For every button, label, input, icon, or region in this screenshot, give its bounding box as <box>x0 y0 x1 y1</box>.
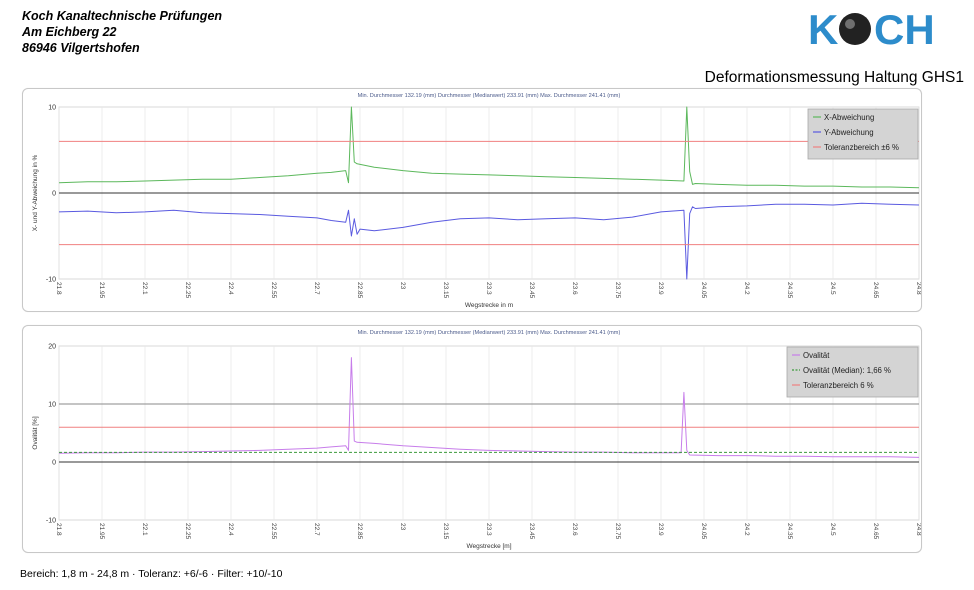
logo-letter-k: K <box>808 8 838 48</box>
y-tick-label: 0 <box>52 191 56 198</box>
x-tick-label: 21.95 <box>98 282 105 299</box>
x-tick-label: 23.45 <box>528 523 535 540</box>
company-city: 86946 Vilgertshofen <box>22 41 140 55</box>
deviation-chart: Min. Durchmesser 132.19 (mm) Durchmesser… <box>32 93 921 309</box>
x-tick-label: 22.85 <box>356 523 363 540</box>
legend-box <box>786 346 919 398</box>
legend-entry: Ovalität <box>803 351 830 360</box>
x-tick-label: 24.35 <box>786 523 793 540</box>
x-axis-label: Wegstrecke [m] <box>466 543 511 550</box>
x-tick-label: 23.75 <box>614 523 621 540</box>
x-tick-label: 23.9 <box>657 523 664 536</box>
y-tick-label: -10 <box>46 518 56 525</box>
company-street: Am Eichberg 22 <box>22 25 117 39</box>
x-tick-label: 24.65 <box>872 282 879 299</box>
chart-header: Min. Durchmesser 132.19 (mm) Durchmesser… <box>358 330 621 336</box>
x-tick-label: 21.95 <box>98 523 105 540</box>
company-name: Koch Kanaltechnische Prüfungen <box>22 9 223 23</box>
x-tick-label: 22.7 <box>313 523 320 536</box>
x-tick-label: 23.75 <box>614 282 621 299</box>
x-tick-label: 24.2 <box>743 282 750 295</box>
logo-ball-icon <box>839 13 871 45</box>
x-tick-label: 24.05 <box>700 523 707 540</box>
company-address: Koch Kanaltechnische Prüfungen Am Eichbe… <box>22 8 222 56</box>
x-tick-label: 22.7 <box>313 282 320 295</box>
y-tick-label: 20 <box>48 344 56 351</box>
x-tick-label: 23.15 <box>442 523 449 540</box>
legend-box <box>807 108 919 160</box>
x-tick-label: 24.35 <box>786 282 793 299</box>
chart-legend: Ovalität Ovalität (Median): 1,66 % Toleran… <box>786 346 919 398</box>
y-axis-label: X- und Y-Abweichung in % <box>32 154 39 231</box>
x-tick-label: 22.4 <box>227 282 234 295</box>
x-tick-label: 21.8 <box>55 523 62 536</box>
series-y-abweichung-line <box>58 202 920 280</box>
x-tick-label: 22.55 <box>270 523 277 540</box>
y-axis-label: Ovalität [%] <box>32 416 39 449</box>
legend-entry: X-Abweichung <box>824 113 874 122</box>
legend-entry: Toleranzbereich 6 % <box>803 381 874 390</box>
x-tick-label: 22.1 <box>141 282 148 295</box>
x-axis-label: Wegstrecke in m <box>465 302 513 309</box>
legend-entry: Toleranzbereich ±6 % <box>824 143 899 152</box>
footer-info: Bereich: 1,8 m - 24,8 m · Toleranz: +6/-… <box>20 568 283 580</box>
x-tick-label: 23.6 <box>571 523 578 536</box>
x-tick-label: 21.8 <box>55 282 62 295</box>
y-tick-label: 10 <box>48 402 56 409</box>
ovality-chart-panel: Min. Durchmesser 132.19 (mm) Durchmesser… <box>22 325 922 553</box>
x-tick-label: 23.6 <box>571 282 578 295</box>
legend-entry: Y-Abweichung <box>824 128 874 137</box>
x-tick-label: 24.8 <box>915 282 921 295</box>
ovality-chart: Min. Durchmesser 132.19 (mm) Durchmesser… <box>32 330 921 550</box>
x-tick-label: 22.25 <box>184 523 191 540</box>
x-tick-label: 22.55 <box>270 282 277 299</box>
series-x-abweichung-line <box>58 106 920 189</box>
y-tick-label: 0 <box>52 460 56 467</box>
chart-legend: X-Abweichung Y-Abweichung Toleranzbereich … <box>807 108 919 160</box>
x-tick-label: 23.9 <box>657 282 664 295</box>
x-tick-label: 23 <box>399 282 406 290</box>
x-tick-label: 23.3 <box>485 523 492 536</box>
koch-logo: K CH <box>808 8 935 48</box>
x-tick-label: 24.5 <box>829 523 836 536</box>
x-tick-label: 22.25 <box>184 282 191 299</box>
x-tick-label: 24.8 <box>915 523 921 536</box>
x-tick-label: 23 <box>399 523 406 531</box>
chart-header: Min. Durchmesser 132.19 (mm) Durchmesser… <box>358 93 621 99</box>
x-tick-label: 22.85 <box>356 282 363 299</box>
y-tick-label: 10 <box>48 105 56 112</box>
x-tick-label: 24.05 <box>700 282 707 299</box>
deviation-chart-panel: Min. Durchmesser 132.19 (mm) Durchmesser… <box>22 88 922 312</box>
series-ovalität-line <box>58 357 920 458</box>
x-tick-label: 22.1 <box>141 523 148 536</box>
x-tick-label: 23.15 <box>442 282 449 299</box>
y-tick-label: -10 <box>46 277 56 284</box>
logo-letters-ch: CH <box>874 8 935 48</box>
x-tick-label: 23.3 <box>485 282 492 295</box>
x-tick-label: 24.5 <box>829 282 836 295</box>
x-tick-label: 24.2 <box>743 523 750 536</box>
legend-entry: Ovalität (Median): 1,66 % <box>803 366 891 375</box>
report-title: Deformationsmessung Haltung GHS1 <box>704 69 964 86</box>
x-tick-label: 23.45 <box>528 282 535 299</box>
x-tick-label: 24.65 <box>872 523 879 540</box>
x-tick-label: 22.4 <box>227 523 234 536</box>
